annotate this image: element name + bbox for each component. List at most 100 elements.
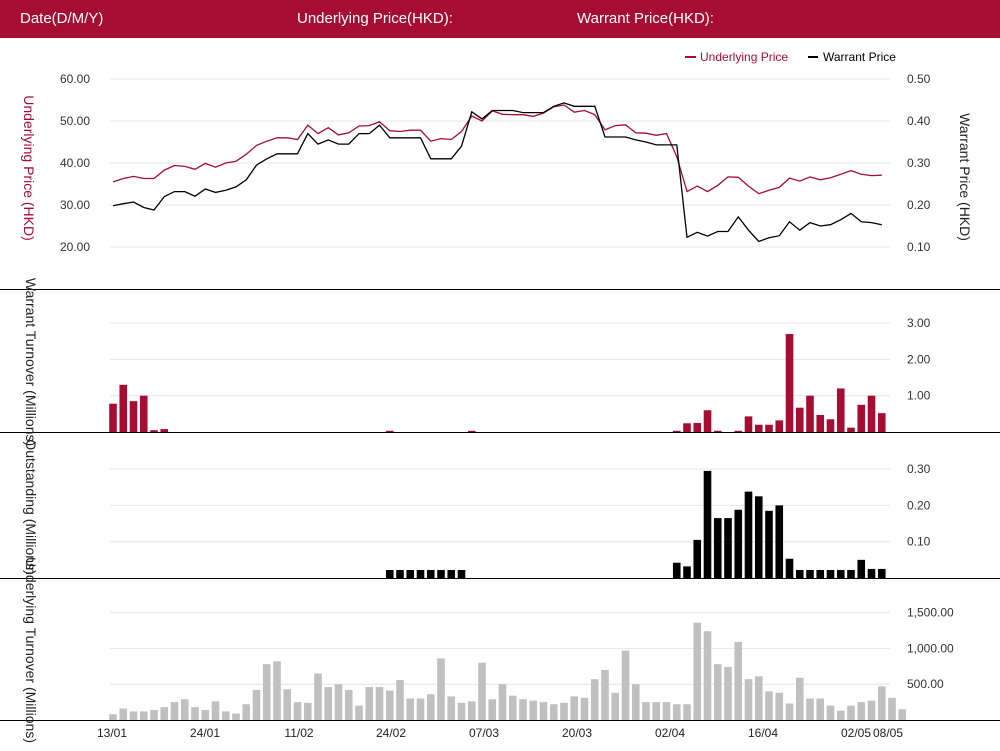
underlying-turnover-bar <box>713 664 722 720</box>
warrant-turnover-bar <box>765 424 773 432</box>
underlying-turnover-bar <box>160 707 169 720</box>
warrant-turnover-bar <box>150 430 158 432</box>
outstanding-bar <box>775 505 784 578</box>
underlying-turnover-bar <box>570 696 579 720</box>
outstanding-bar <box>672 562 681 578</box>
underlying-turnover-bar <box>508 695 517 720</box>
underlying-turnover-bar <box>375 687 384 720</box>
price-left-axis-title: Underlying Price (HKD) <box>21 95 37 240</box>
underlying-turnover-bar <box>549 704 558 720</box>
outstanding-bar <box>816 570 825 578</box>
underlying-turnover-bar <box>191 707 199 720</box>
outstanding-bar <box>437 570 445 578</box>
warrant-turnover-bar <box>754 424 763 432</box>
underlying-turnover-bar <box>826 705 835 720</box>
underlying-price-label: Underlying Price(HKD): <box>297 10 453 27</box>
underlying-turnover-bar <box>734 641 743 720</box>
underlying-turnover-bar <box>457 702 466 720</box>
underlying-turnover-bar <box>785 703 794 720</box>
warrant-turnover-bar <box>703 410 712 432</box>
underlying-turnover-bar <box>324 687 333 720</box>
underlying-turnover-bar <box>211 701 220 720</box>
underlying-turnover-bar <box>560 702 568 720</box>
underlying-turnover-bar <box>672 704 681 720</box>
outstanding-bar <box>713 518 722 578</box>
outstanding-axis-title: Outstanding (Millions) <box>23 439 39 574</box>
underlying-turnover-bar <box>355 705 363 720</box>
outstanding-bar <box>826 570 835 578</box>
underlying-turnover-bar <box>344 689 353 720</box>
underlying-turnover-bar <box>201 709 210 720</box>
underlying-turnover-bar <box>816 698 825 720</box>
x-tick-label: 02/05 <box>841 726 871 740</box>
price-left-tick-label: 50.00 <box>60 114 90 128</box>
underlying-turnover-bar <box>775 692 784 720</box>
underlying-turnover-bar <box>877 686 886 720</box>
outstanding-bar <box>447 570 456 578</box>
warrant-turnover-bar <box>119 384 128 432</box>
warrant-turnover-bar <box>836 388 845 432</box>
outstanding-bar <box>724 518 732 578</box>
warrant-turnover-bar <box>467 430 476 432</box>
underlying-turnover-bar <box>754 676 763 720</box>
underlying-turnover-bar <box>170 702 179 720</box>
underlying-turnover-bar <box>283 689 292 720</box>
outstanding-bar <box>744 491 753 578</box>
underlying-turnover-bar <box>139 711 148 720</box>
x-tick-label: 11/02 <box>284 726 313 740</box>
underlying-turnover-tick-label: 1,500.00 <box>907 606 954 620</box>
outstanding-bar <box>693 539 702 578</box>
underlying-turnover-bar <box>262 664 271 720</box>
underlying-turnover-bar <box>365 687 374 720</box>
outstanding-bar <box>877 568 886 578</box>
underlying-turnover-bar <box>109 714 117 720</box>
outstanding-bar <box>703 470 712 578</box>
chart-legend: Underlying Price Warrant Price <box>685 50 896 64</box>
underlying-turnover-bar <box>765 691 773 720</box>
underlying-turnover-bar <box>888 697 896 720</box>
outstanding-bar <box>785 558 794 578</box>
underlying-turnover-bar <box>314 673 322 720</box>
underlying-turnover-bar <box>611 692 620 720</box>
underlying-turnover-bar <box>416 698 425 720</box>
outstanding-bar <box>734 509 743 578</box>
underlying-turnover-bar <box>437 658 445 720</box>
x-tick-label: 08/05 <box>873 726 903 740</box>
underlying-turnover-bar <box>180 699 189 720</box>
warrant-turnover-bar <box>160 429 169 432</box>
warrant-turnover-bar <box>683 423 691 432</box>
warrant-turnover-bar <box>139 395 148 432</box>
underlying-price-line <box>112 104 882 195</box>
warrant-turnover-bar <box>129 401 138 432</box>
underlying-turnover-bar <box>601 669 609 720</box>
underlying-turnover-bar <box>590 679 599 720</box>
outstanding-bar <box>836 570 845 578</box>
underlying-turnover-bar <box>252 689 261 720</box>
date-label: Date(D/M/Y) <box>20 10 104 27</box>
underlying-turnover-bar <box>519 699 527 720</box>
x-tick-label: 24/01 <box>190 726 220 740</box>
price-left-tick-label: 20.00 <box>60 240 90 254</box>
price-right-tick-label: 0.30 <box>907 156 931 170</box>
underlying-turnover-bar <box>580 697 589 720</box>
price-left-tick-label: 40.00 <box>60 156 90 170</box>
warrant-turnover-bar <box>693 422 702 432</box>
underlying-turnover-bar <box>806 698 814 720</box>
outstanding-bar <box>847 570 855 578</box>
warrant-turnover-bar <box>816 414 825 432</box>
underlying-turnover-bar <box>795 677 804 720</box>
outstanding-tick-label: 0.20 <box>907 498 931 512</box>
warrant-turnover-axis-title: Warrant Turnover (Millions) <box>23 278 39 446</box>
warrant-price-label: Warrant Price(HKD): <box>577 10 714 27</box>
underlying-turnover-bar <box>119 708 128 720</box>
warrant-turnover-bar <box>109 403 117 432</box>
underlying-turnover-bar <box>857 702 866 720</box>
warrant-turnover-bar <box>877 413 886 432</box>
outstanding-bar <box>396 570 404 578</box>
x-tick-label: 16/04 <box>748 726 778 740</box>
price-left-tick-label: 60.00 <box>60 72 90 86</box>
underlying-turnover-bar <box>488 699 497 720</box>
price-left-tick-label: 30.00 <box>60 198 90 212</box>
underlying-turnover-bar <box>847 705 855 720</box>
